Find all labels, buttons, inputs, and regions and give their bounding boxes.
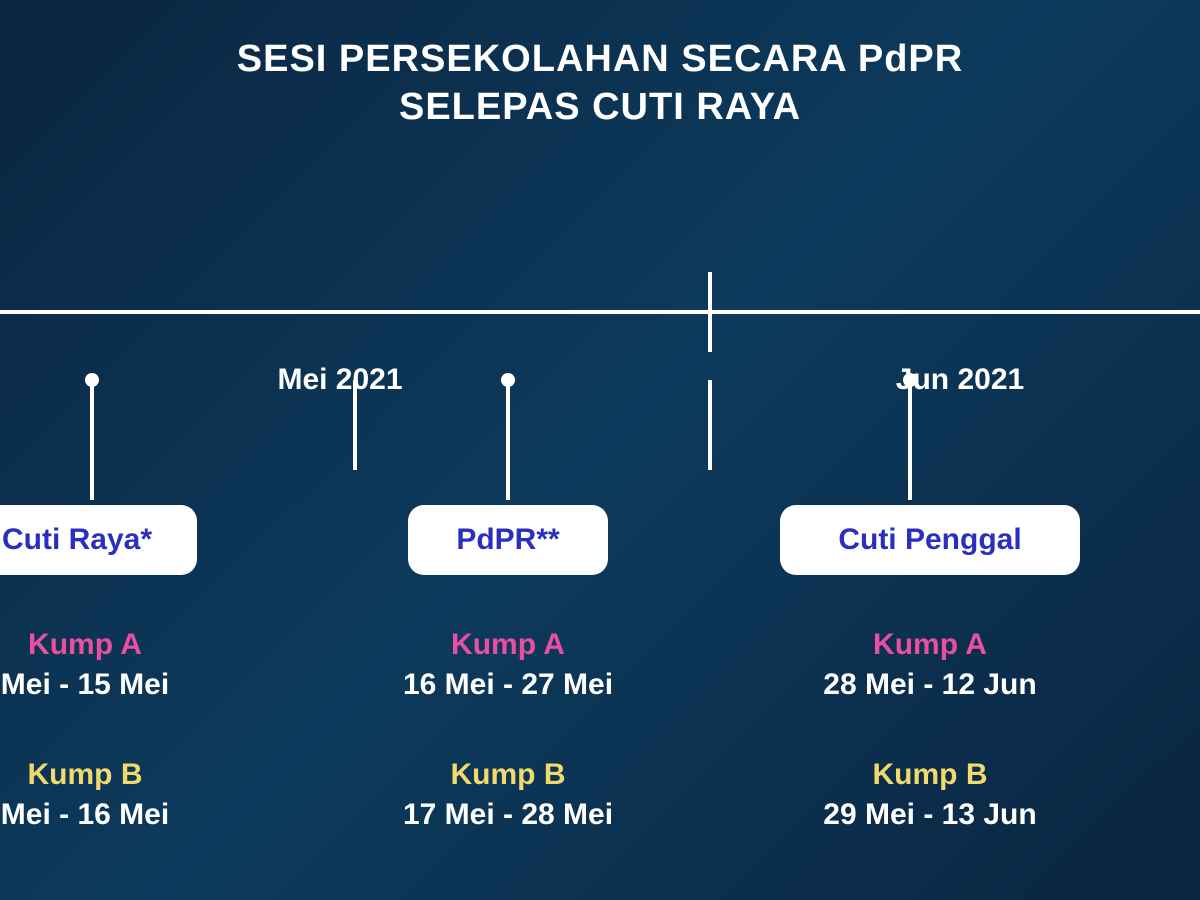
card-pdpr: PdPR**: [408, 505, 608, 575]
kump-b-label: Kump B: [403, 758, 613, 792]
group-col-1-b: Kump B 17 Mei - 28 Mei: [403, 758, 613, 832]
group-col-1-a: Kump A 16 Mei - 27 Mei: [403, 628, 613, 702]
pin-line-2: [908, 380, 912, 500]
kump-a-dates: Mei - 15 Mei: [1, 668, 169, 702]
group-col-2-b: Kump B 29 Mei - 13 Jun: [823, 758, 1036, 832]
month-label-mei: Mei 2021: [277, 363, 402, 397]
kump-a-dates: 16 Mei - 27 Mei: [403, 668, 613, 702]
timeline-axis: [0, 310, 1200, 314]
kump-b-dates: Mei - 16 Mei: [1, 798, 169, 832]
group-col-0-a: Kump A Mei - 15 Mei: [1, 628, 169, 702]
pin-line-0: [90, 380, 94, 500]
title-line-1: SESI PERSEKOLAHAN SECARA PdPR: [0, 36, 1200, 84]
card-cuti-penggal: Cuti Penggal: [780, 505, 1080, 575]
kump-a-label: Kump A: [823, 628, 1036, 662]
kump-b-dates: 17 Mei - 28 Mei: [403, 798, 613, 832]
group-col-0-b: Kump B Mei - 16 Mei: [1, 758, 169, 832]
kump-a-label: Kump A: [1, 628, 169, 662]
kump-b-dates: 29 Mei - 13 Jun: [823, 798, 1036, 832]
pin-line-1: [506, 380, 510, 500]
infographic-title: SESI PERSEKOLAHAN SECARA PdPR SELEPAS CU…: [0, 0, 1200, 131]
subtick-1: [708, 380, 712, 470]
card-cuti-raya: Cuti Raya*: [0, 505, 197, 575]
group-col-2-a: Kump A 28 Mei - 12 Jun: [823, 628, 1036, 702]
kump-a-label: Kump A: [403, 628, 613, 662]
subtick-0: [353, 380, 357, 470]
kump-a-dates: 28 Mei - 12 Jun: [823, 668, 1036, 702]
title-line-2: SELEPAS CUTI RAYA: [0, 84, 1200, 132]
kump-b-label: Kump B: [1, 758, 169, 792]
kump-b-label: Kump B: [823, 758, 1036, 792]
month-divider-tick: [708, 272, 712, 352]
